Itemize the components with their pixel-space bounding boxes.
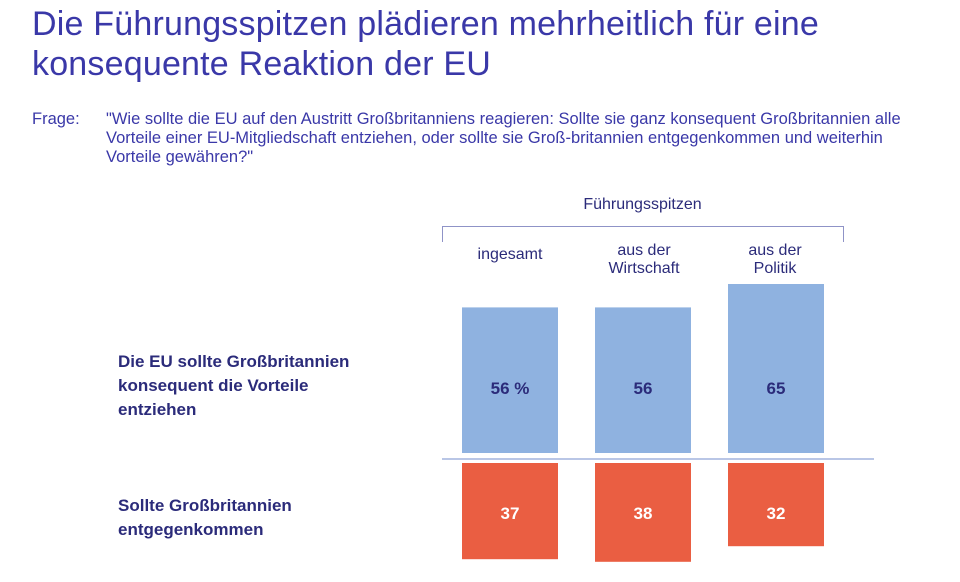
row-label-line: Sollte Großbritannien [118,496,292,515]
group-header: Führungsspitzen [583,196,702,213]
column-label-line: aus der [748,242,802,259]
column-label-ingesamt: ingesamt [445,246,575,264]
question-text: "Wie sollte die EU auf den Austritt Groß… [106,110,901,166]
column-label-line: ingesamt [477,246,543,263]
bar-value-label: 32 [767,504,786,523]
row-label-positive: Die EU sollte Großbritannien konsequent … [118,350,418,422]
bar-value-label: 65 [767,379,786,398]
column-label-line: Wirtschaft [608,260,680,277]
bar-value-label: 38 [634,504,653,523]
bar-value-label: 56 % [491,379,530,398]
bar-negative-0 [462,463,558,560]
group-bracket [442,226,844,242]
column-label-wirtschaft: aus der Wirtschaft [579,242,709,278]
column-label-line: aus der [617,242,671,259]
chart-title: Die Führungsspitzen plädieren mehrheitli… [32,5,819,83]
bar-negative-1 [595,463,691,562]
column-label-politik: aus der Politik [710,242,840,278]
bar-value-label: 37 [501,504,520,523]
bar-value-label: 56 [634,379,653,398]
bar-positive-2 [728,284,824,453]
column-label-line: Politik [753,260,797,277]
row-label-line: entziehen [118,400,197,419]
row-label-negative: Sollte Großbritannien entgegenkommen [118,494,418,542]
row-label-line: entgegenkommen [118,520,264,539]
row-divider [442,458,874,460]
bar-positive-0 [462,307,558,453]
row-label-line: konsequent die Vorteile [118,376,309,395]
bar-negative-2 [728,463,824,547]
row-label-line: Die EU sollte Großbritannien [118,352,350,371]
question-label: Frage: [32,110,80,128]
bar-positive-1 [595,307,691,453]
